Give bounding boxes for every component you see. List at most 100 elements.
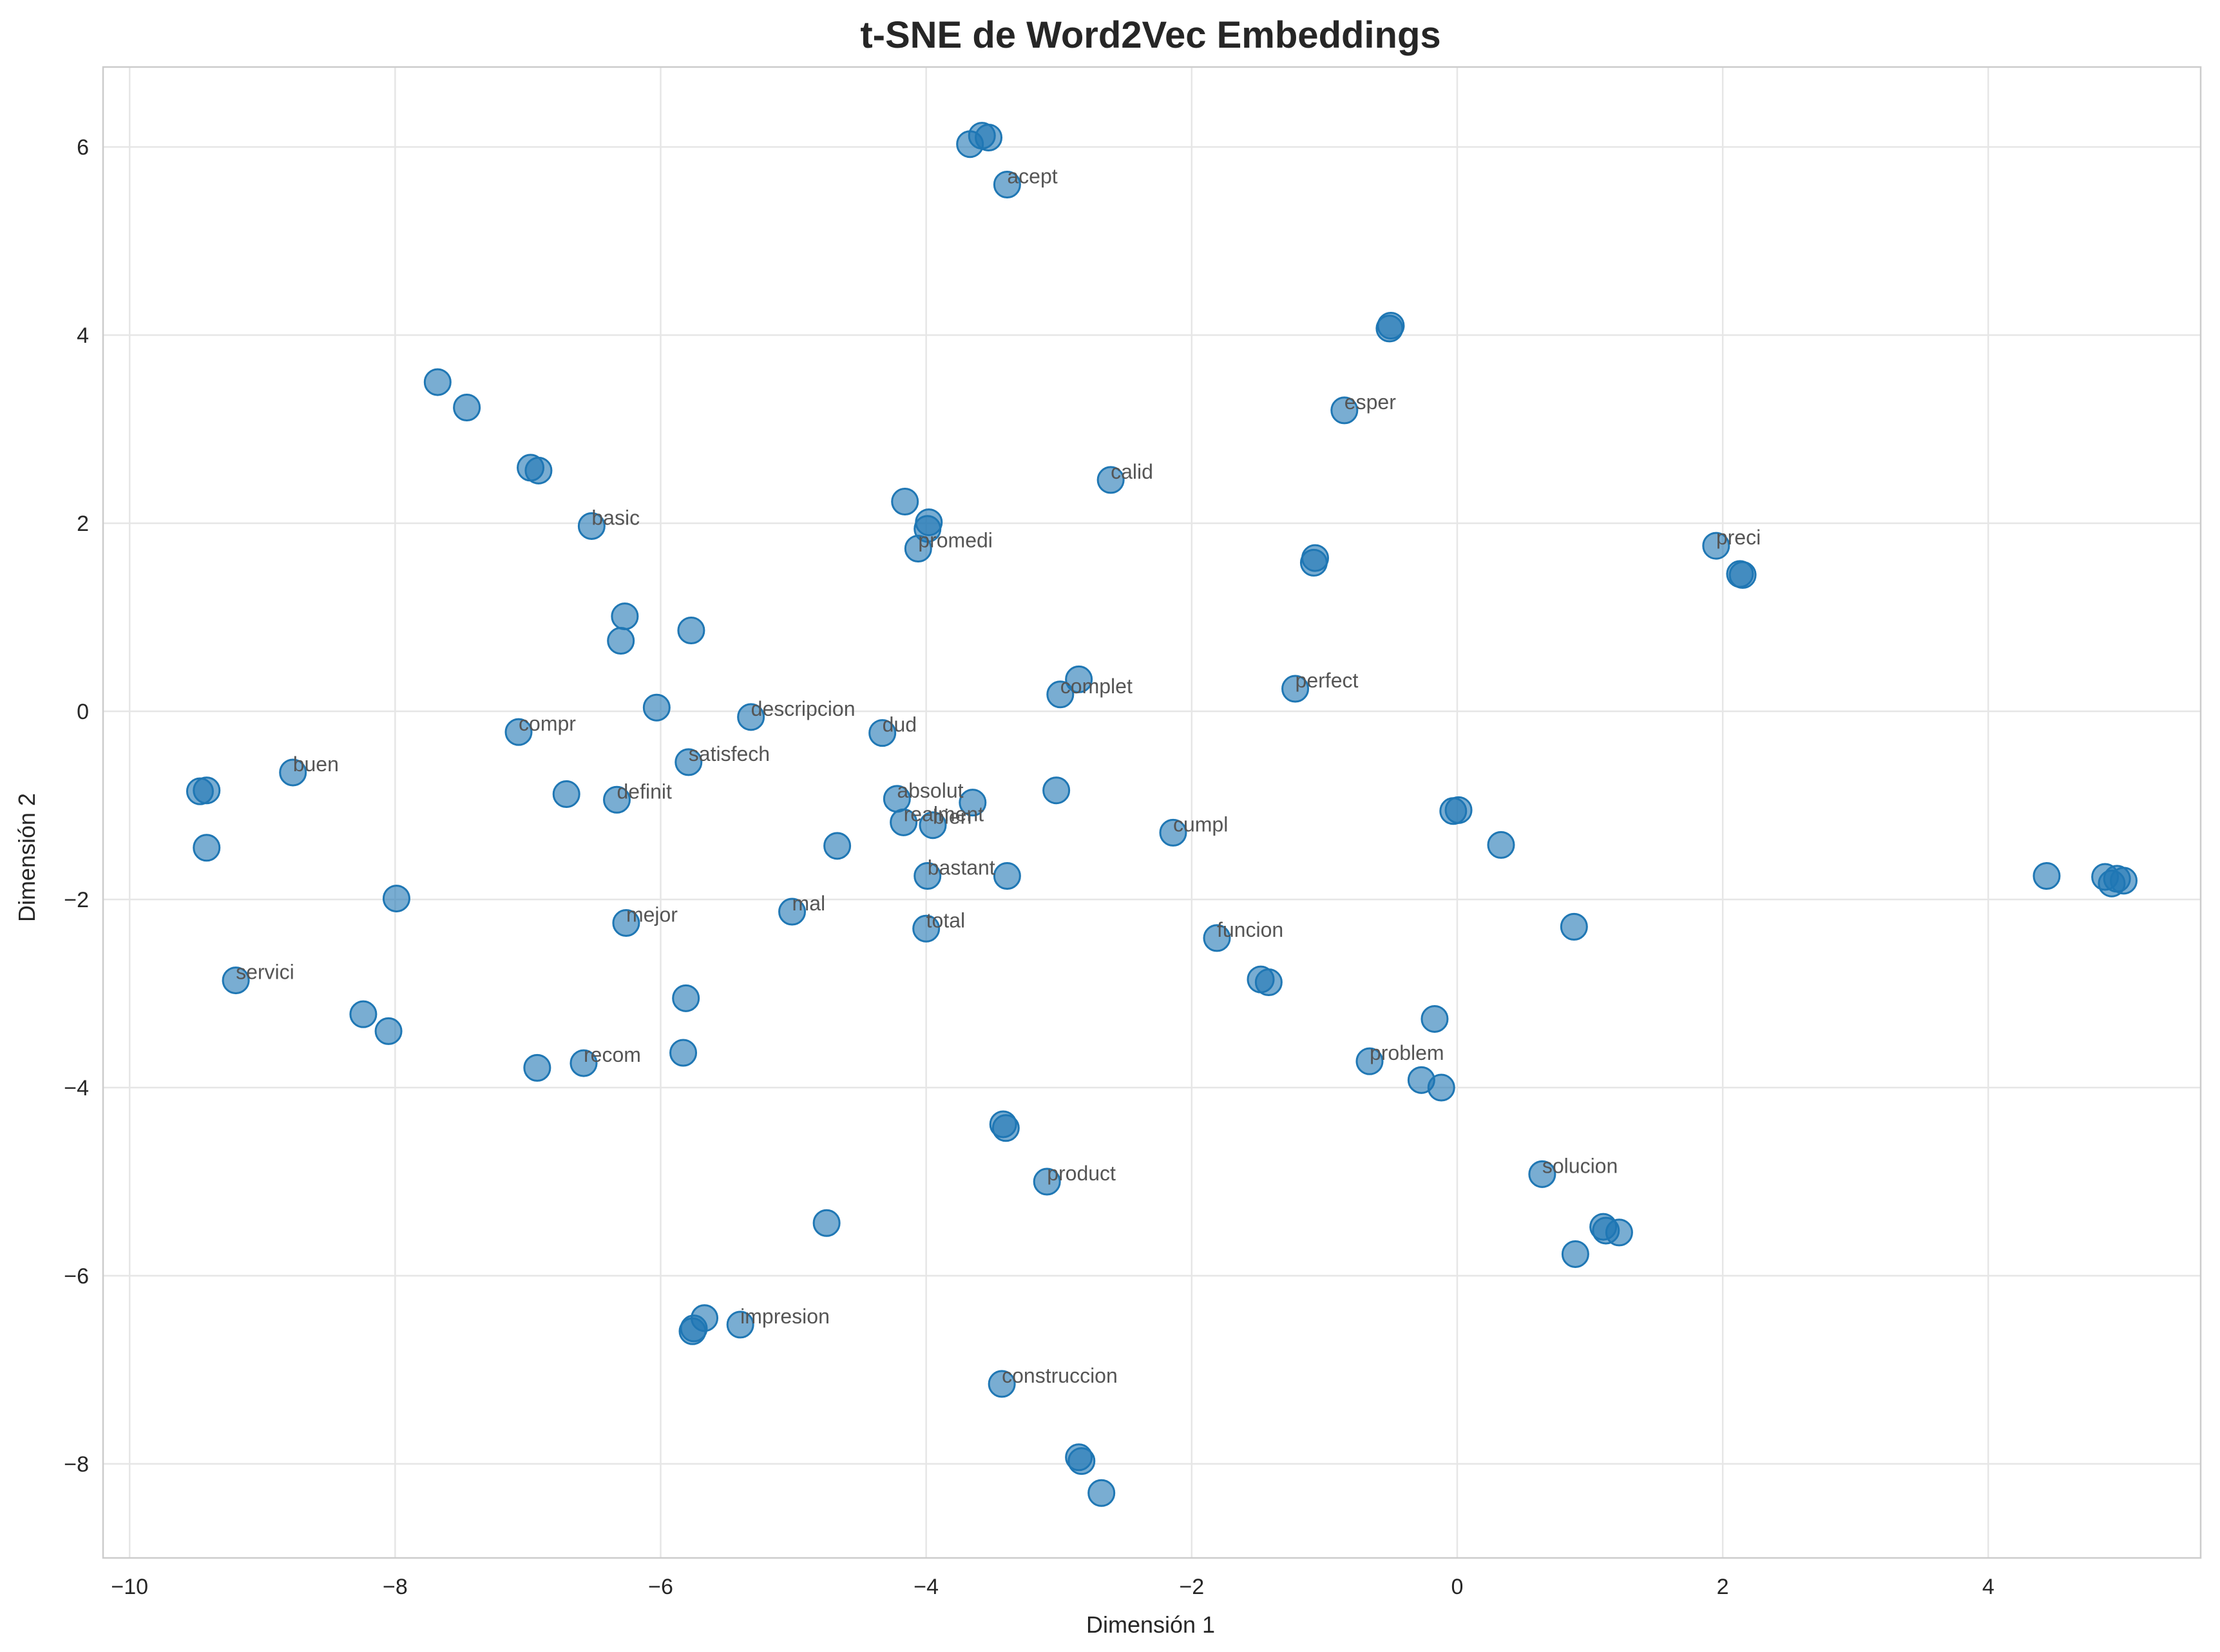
scatter-point [1067,1447,1096,1475]
x-axis-label: Dimensión 1 [1086,1611,1215,1638]
scatter-point [374,1017,403,1045]
scatter-point [1560,912,1588,941]
scatter-point [523,1053,551,1082]
scatter-point [677,617,705,645]
scatter-point [1421,1004,1449,1033]
point-labels: acept esper calid basic promedi preci perfect c… [236,164,1761,1387]
point-label: funcion [1217,918,1283,941]
chart-title: t-SNE de Word2Vec Embeddings [860,14,1440,56]
scatter-point [607,627,635,655]
scatter-point [222,966,250,995]
scatter-point [1605,1218,1633,1247]
y-tick-label: −8 [64,1452,89,1477]
scatter-point [890,808,918,836]
scatter-point [1096,466,1125,494]
scatter-point [737,703,765,731]
point-label: construccion [1002,1364,1118,1387]
point-label: mal [792,892,826,915]
x-axis-ticks: −10 −8 −6 −4 −2 0 2 4 [111,1575,1994,1599]
scatter-point [611,602,639,631]
scatter-point [1487,831,1515,859]
point-label: definit [617,780,673,803]
scatter-point [552,780,580,809]
scatter-point [823,832,852,860]
scatter-point [959,789,987,817]
scatter-point [1046,680,1075,709]
point-label: buen [293,753,339,776]
scatter-point [423,368,452,396]
scatter-point [577,512,606,540]
point-label: product [1047,1162,1116,1185]
scatter-point [1728,561,1757,589]
scatter-point [349,1000,378,1028]
point-label: esper [1344,390,1396,414]
scatter-point [988,1370,1016,1398]
scatter-point [1203,924,1231,952]
point-label: mejor [626,903,678,927]
scatter-point [1254,968,1283,997]
point-label: basic [591,506,640,529]
scatter-point [279,758,307,787]
point-label: preci [1716,526,1761,549]
scatter-point [991,1114,1020,1142]
scatter-point [1528,1160,1556,1188]
scatter-point [2033,862,2061,890]
point-label: dud [883,713,917,736]
scatter-point [812,1209,841,1237]
x-tick-label: −4 [914,1575,939,1599]
y-axis-label: Dimensión 2 [14,793,40,922]
point-label: calid [1111,460,1153,483]
y-tick-label: −2 [64,888,89,912]
scatter-point [504,718,533,746]
scatter-point [1065,665,1093,693]
scatter-point [1159,818,1187,847]
y-tick-label: 2 [77,512,89,536]
scatter-point [912,914,941,943]
point-label: bien [933,805,972,829]
scatter-point [1702,532,1730,560]
scatter-point [193,834,221,862]
x-tick-label: 0 [1451,1575,1464,1599]
scatter-point [1561,1240,1589,1268]
x-tick-label: −10 [111,1575,148,1599]
scatter-point [1042,776,1071,805]
scatter-point [919,811,947,840]
scatter-point [675,748,703,776]
scatter-point [1299,548,1328,577]
scatter-point [1033,1167,1061,1196]
y-tick-label: −4 [64,1076,89,1100]
scatter-point [603,785,631,814]
scatter-point [891,487,919,515]
scatter-point [726,1311,754,1339]
point-label: compr [519,712,576,735]
plot-area-frame [102,66,2202,1559]
point-label: satisfech [689,742,770,765]
scatter-point [993,862,1021,890]
scatter-point [2109,867,2138,895]
scatter-point [1330,396,1359,425]
scatter-point [612,909,640,937]
y-axis-ticks: −8 −6 −4 −2 0 2 4 6 [64,135,89,1477]
scatter-point [193,776,221,805]
point-label: descripcion [751,697,856,720]
point-label: cumpl [1173,812,1228,836]
data-points [186,122,2138,1507]
point-label: total [926,908,965,932]
point-label: perfect [1296,669,1359,692]
scatter-point [1444,796,1473,824]
point-label: impresion [740,1305,830,1328]
scatter-point [672,984,700,1012]
scatter-point [669,1039,698,1067]
point-label: bastant [928,856,995,879]
scatter-point [453,393,481,421]
point-label: solucion [1542,1154,1618,1177]
point-label: realment [904,802,984,825]
scatter-point [1355,1047,1384,1075]
scatter-point [678,1317,707,1345]
scatter-point [778,898,807,926]
point-label: complet [1060,675,1133,698]
scatter-point [868,719,897,747]
point-label: promedi [918,528,993,552]
scatter-point [524,456,553,485]
